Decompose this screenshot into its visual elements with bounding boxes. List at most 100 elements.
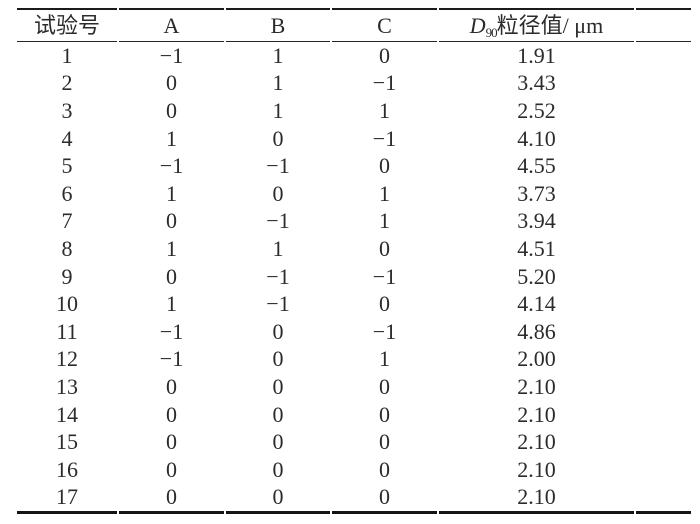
- col-header-d90: D90粒径值/ μm: [439, 8, 634, 42]
- cell-d90-value: 2.00: [517, 346, 556, 372]
- table-row: 1 −1 1 0 1.91: [17, 42, 691, 70]
- row-spacer-cell: [636, 484, 691, 515]
- cell-run-number: 11: [56, 318, 78, 344]
- cell-d90-value: 5.20: [517, 263, 556, 289]
- col-header-factor-b: B: [226, 8, 330, 42]
- cell-run-number: 14: [56, 401, 78, 427]
- cell-factor-b: 0: [272, 456, 284, 482]
- cell-run-number: 4: [61, 125, 73, 151]
- row-spacer-cell: [636, 456, 691, 484]
- cell-factor-b: −1: [266, 291, 290, 317]
- row-spacer-cell: [636, 180, 691, 208]
- row-spacer-cell: [636, 263, 691, 291]
- cell-run-number: 1: [61, 42, 73, 68]
- cell-factor-c: 0: [379, 235, 390, 261]
- table-header-row: 试验号 A B C D90粒径值/ μm: [17, 8, 691, 42]
- d90-symbol: D: [469, 12, 486, 38]
- table-row: 5 −1 −1 0 4.55: [17, 152, 691, 180]
- cell-factor-b: 0: [272, 125, 284, 151]
- cell-d90-value: 3.43: [517, 70, 556, 96]
- table-row: 15 0 0 0 2.10: [17, 428, 691, 456]
- cell-factor-b: 1: [272, 70, 284, 96]
- table-row: 10 1 −1 0 4.14: [17, 290, 691, 318]
- cell-factor-c: 0: [379, 456, 390, 482]
- cell-factor-a: 1: [166, 180, 177, 206]
- row-spacer-cell: [636, 235, 691, 263]
- cell-run-number: 17: [17, 484, 117, 515]
- cell-d90-value: 3.94: [517, 208, 556, 234]
- cell-factor-b: 1: [272, 97, 284, 123]
- cell-factor-a: 0: [166, 70, 177, 96]
- row-spacer-cell: [636, 70, 691, 98]
- cell-factor-a: 0: [166, 401, 177, 427]
- cell-factor-b: 0: [226, 484, 330, 515]
- cell-factor-a: 1: [166, 235, 177, 261]
- cell-run-number: 6: [61, 180, 73, 206]
- table-row: 7 0 −1 1 3.94: [17, 208, 691, 236]
- cell-factor-b: 0: [272, 429, 284, 455]
- cell-run-number: 9: [61, 263, 73, 289]
- cell-factor-a: 0: [166, 429, 177, 455]
- cell-d90-value: 2.10: [517, 456, 556, 482]
- cell-factor-b: 0: [272, 401, 284, 427]
- cell-run-number: 3: [61, 97, 73, 123]
- cell-d90-value: 2.52: [517, 97, 556, 123]
- cell-run-number: 16: [56, 456, 78, 482]
- table-row: 2 0 1 −1 3.43: [17, 70, 691, 98]
- cell-d90-value: 3.73: [517, 180, 556, 206]
- row-spacer-cell: [636, 152, 691, 180]
- table-body: 1 −1 1 0 1.91 2 0 1 −1 3.43 3 0 1 1 2.52…: [17, 42, 691, 515]
- cell-d90-value: 4.10: [517, 125, 556, 151]
- cell-factor-c: 0: [379, 401, 390, 427]
- cell-factor-b: −1: [266, 263, 290, 289]
- cell-run-number: 2: [61, 70, 73, 96]
- d90-subscript: 90: [485, 24, 498, 40]
- d90-label-rest: 粒径值/ μm: [496, 12, 604, 38]
- row-spacer-cell: [636, 401, 691, 429]
- cell-factor-c: 0: [332, 484, 437, 515]
- row-spacer-cell: [636, 373, 691, 401]
- cell-factor-a: 0: [166, 263, 177, 289]
- cell-factor-c: 1: [379, 97, 390, 123]
- cell-factor-c: 0: [379, 429, 390, 455]
- cell-run-number: 8: [61, 235, 73, 261]
- cell-factor-b: −1: [266, 208, 290, 234]
- row-spacer-cell: [636, 346, 691, 374]
- table-row: 16 0 0 0 2.10: [17, 456, 691, 484]
- row-spacer-cell: [636, 208, 691, 236]
- cell-factor-c: −1: [372, 318, 397, 344]
- cell-factor-b: −1: [266, 153, 290, 179]
- col-header-run-number: 试验号: [17, 8, 117, 42]
- header-spacer-cell: [636, 8, 691, 42]
- cell-factor-a: 1: [166, 125, 177, 151]
- cell-d90-value: 4.51: [517, 235, 556, 261]
- row-spacer-cell: [636, 290, 691, 318]
- cell-run-number: 10: [56, 291, 78, 317]
- cell-d90-value: 4.14: [517, 291, 556, 317]
- cell-run-number: 15: [56, 429, 78, 455]
- table-row: 12 −1 0 1 2.00: [17, 346, 691, 374]
- cell-factor-c: 1: [379, 180, 390, 206]
- cell-factor-a: −1: [159, 153, 184, 179]
- cell-factor-a: 0: [119, 484, 224, 515]
- table-row: 11 −1 0 −1 4.86: [17, 318, 691, 346]
- table-row: 14 0 0 0 2.10: [17, 401, 691, 429]
- doe-results-table: 试验号 A B C D90粒径值/ μm 1 −1 1 0 1.91 2 0 1…: [15, 8, 693, 515]
- cell-d90-value: 2.10: [517, 429, 556, 455]
- cell-factor-a: 1: [166, 291, 177, 317]
- row-spacer-cell: [636, 125, 691, 153]
- row-spacer-cell: [636, 428, 691, 456]
- cell-factor-b: 0: [272, 180, 284, 206]
- row-spacer-cell: [636, 318, 691, 346]
- cell-factor-a: 0: [166, 208, 177, 234]
- cell-factor-a: −1: [159, 42, 184, 68]
- cell-run-number: 13: [56, 373, 78, 399]
- cell-factor-c: 0: [379, 373, 390, 399]
- cell-factor-a: −1: [159, 346, 184, 372]
- row-spacer-cell: [636, 97, 691, 125]
- cell-factor-b: 0: [272, 373, 284, 399]
- cell-d90-value: 2.10: [517, 401, 556, 427]
- table-row: 13 0 0 0 2.10: [17, 373, 691, 401]
- cell-factor-a: 0: [166, 373, 177, 399]
